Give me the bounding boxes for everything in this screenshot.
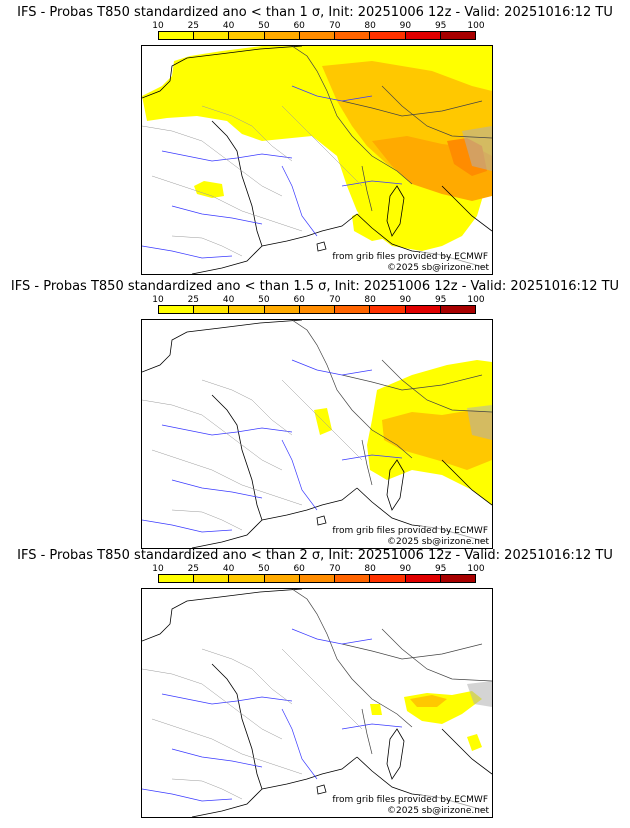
tick-label: 10: [152, 295, 164, 305]
colorbar-segment: [405, 306, 441, 313]
tick-label: 10: [152, 564, 164, 574]
admin-borders: [142, 105, 363, 257]
tick-label: 10: [152, 21, 164, 31]
tick-label: 100: [467, 21, 485, 31]
colorbar-segment: [264, 32, 300, 39]
colorbar-ticks: 10 25 40 50 60 70 80 90 95 100: [152, 295, 484, 305]
panel-2sigma: IFS - Probas T850 standardized ano < tha…: [0, 548, 630, 820]
terrain-stipple: [467, 405, 492, 440]
colorbar-segment: [194, 306, 230, 313]
colorbar-ticks: 10 25 40 50 60 70 80 90 95 100: [152, 564, 484, 574]
colorbar-segment: [194, 32, 230, 39]
colorbar-segment: [264, 575, 300, 582]
credit-source: from grib files provided by ECMWF: [332, 795, 488, 806]
border-lines: [291, 320, 492, 486]
tick-label: 90: [399, 564, 412, 574]
rivers: [142, 628, 403, 802]
colorbar-segment: [159, 575, 195, 582]
colorbar-segment: [194, 575, 230, 582]
probability-map: from grib files provided by ECMWF ©2025 …: [141, 588, 493, 818]
tick-label: 100: [467, 295, 485, 305]
panel-1sigma: IFS - Probas T850 standardized ano < tha…: [0, 5, 630, 277]
map-graphic: [142, 589, 492, 817]
colorbar-segment: [370, 575, 406, 582]
credit-copyright: ©2025 sb@irizone.net: [387, 263, 489, 274]
colorbar-segment: [335, 575, 371, 582]
admin-borders: [142, 379, 363, 531]
credit-source: from grib files provided by ECMWF: [332, 252, 488, 263]
admin-borders: [142, 648, 363, 800]
tick-label: 70: [329, 295, 341, 305]
colorbar-segment: [405, 575, 441, 582]
tick-label: 100: [467, 564, 485, 574]
tick-label: 90: [399, 21, 412, 31]
probability-map: from grib files provided by ECMWF ©2025 …: [141, 45, 493, 275]
colorbar-segment: [229, 575, 265, 582]
tick-label: 40: [222, 21, 235, 31]
colorbar-segment: [335, 306, 371, 313]
tick-label: 50: [258, 21, 270, 31]
colorbar-segment: [370, 306, 406, 313]
panel-1-5sigma: IFS - Probas T850 standardized ano < tha…: [0, 279, 630, 551]
map-graphic: [142, 320, 492, 548]
rivers: [142, 85, 403, 259]
coastline: [142, 320, 492, 548]
panel-title: IFS - Probas T850 standardized ano < tha…: [10, 279, 620, 294]
credit-copyright: ©2025 sb@irizone.net: [387, 806, 489, 817]
tick-label: 60: [293, 564, 305, 574]
tick-label: 80: [364, 295, 376, 305]
colorbar: [158, 574, 476, 583]
colorbar-segment: [299, 306, 336, 313]
colorbar: [158, 305, 476, 314]
colorbar-segment: [440, 306, 475, 313]
colorbar-segment: [264, 306, 300, 313]
colorbar: [158, 31, 476, 40]
colorbar-segment: [370, 32, 406, 39]
tick-label: 50: [258, 295, 270, 305]
rivers: [142, 359, 403, 533]
tick-label: 25: [187, 564, 200, 574]
tick-label: 95: [434, 564, 447, 574]
tick-label: 40: [222, 564, 235, 574]
tick-label: 70: [329, 564, 341, 574]
colorbar-segment: [299, 575, 336, 582]
border-lines: [291, 46, 492, 212]
colorbar-segment: [440, 575, 475, 582]
border-lines: [291, 589, 492, 755]
colorbar-segment: [440, 32, 475, 39]
colorbar-segment: [299, 32, 336, 39]
tick-label: 90: [399, 295, 412, 305]
probability-map: from grib files provided by ECMWF ©2025 …: [141, 319, 493, 549]
tick-label: 25: [187, 21, 200, 31]
tick-label: 60: [293, 21, 305, 31]
colorbar-segment: [229, 306, 265, 313]
tick-label: 80: [364, 21, 376, 31]
colorbar-segment: [229, 32, 265, 39]
colorbar-segment: [159, 306, 195, 313]
colorbar-segment: [335, 32, 371, 39]
tick-label: 95: [434, 295, 447, 305]
tick-label: 80: [364, 564, 376, 574]
tick-label: 50: [258, 564, 270, 574]
colorbar-ticks: 10 25 40 50 60 70 80 90 95 100: [152, 21, 484, 31]
tick-label: 25: [187, 295, 200, 305]
tick-label: 95: [434, 21, 447, 31]
tick-label: 60: [293, 295, 305, 305]
credit-copyright: ©2025 sb@irizone.net: [387, 537, 489, 548]
probability-area-high: [382, 410, 492, 470]
map-graphic: [142, 46, 492, 274]
tick-label: 40: [222, 295, 235, 305]
credit-source: from grib files provided by ECMWF: [332, 526, 488, 537]
panel-title: IFS - Probas T850 standardized ano < tha…: [17, 548, 613, 563]
terrain-stipple: [462, 126, 492, 171]
tick-label: 70: [329, 21, 341, 31]
probability-area-high: [410, 695, 447, 707]
panel-title: IFS - Probas T850 standardized ano < tha…: [17, 5, 613, 20]
colorbar-segment: [159, 32, 195, 39]
terrain-stipple: [467, 681, 492, 707]
colorbar-segment: [405, 32, 441, 39]
